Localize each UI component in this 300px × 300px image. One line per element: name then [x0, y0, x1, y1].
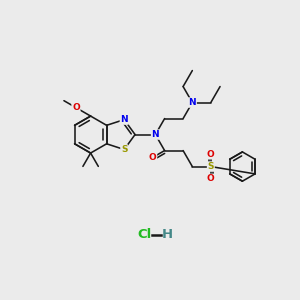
Text: Cl: Cl	[137, 228, 152, 241]
Text: N: N	[120, 115, 128, 124]
Text: O: O	[207, 150, 215, 159]
Text: S: S	[208, 162, 214, 171]
Text: O: O	[207, 174, 215, 183]
Text: N: N	[152, 130, 159, 139]
Text: H: H	[162, 228, 173, 241]
Text: S: S	[121, 145, 128, 154]
Text: O: O	[72, 103, 80, 112]
Text: N: N	[188, 98, 196, 107]
Text: O: O	[149, 153, 157, 162]
